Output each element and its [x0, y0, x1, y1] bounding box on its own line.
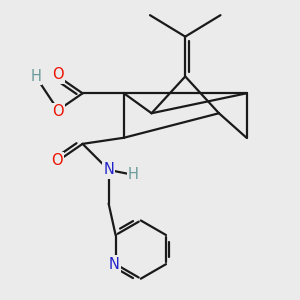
Text: O: O	[52, 104, 64, 119]
Text: N: N	[109, 256, 119, 272]
Text: H: H	[30, 69, 41, 84]
Text: O: O	[52, 68, 64, 82]
Text: N: N	[103, 162, 114, 177]
Text: O: O	[51, 153, 62, 168]
Text: H: H	[128, 167, 139, 182]
